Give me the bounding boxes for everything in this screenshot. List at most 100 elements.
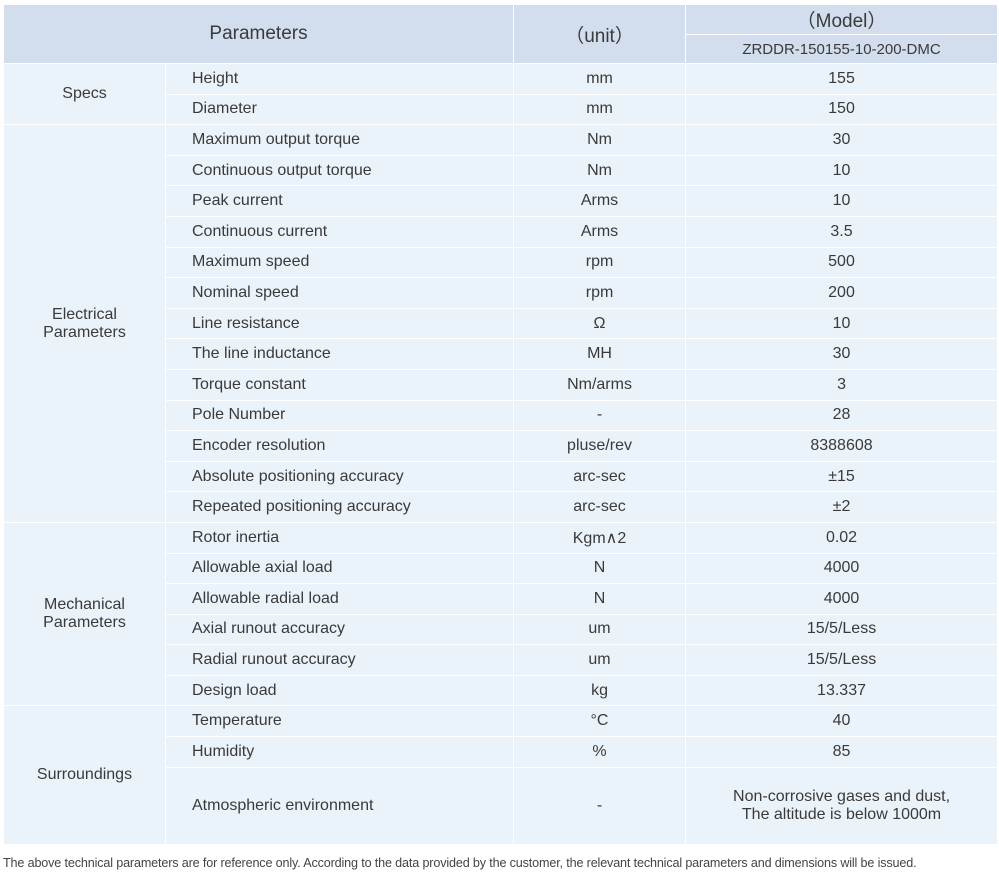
parameter-cell: Design load [164, 674, 515, 707]
parameter-cell: Maximum output torque [164, 124, 515, 156]
header-cell: （Model） [685, 4, 999, 35]
table-row: Peak current Arms 10 [4, 185, 999, 217]
parameter-cell: Peak current [164, 185, 515, 217]
unit-cell: mm [513, 93, 687, 126]
group-cell: Mechanical Parameters [3, 521, 166, 707]
parameter-cell: Allowable axial load [164, 552, 515, 585]
parameter-cell: Maximum speed [164, 246, 515, 279]
value-cell: 15/5/Less [685, 644, 999, 676]
unit-cell: arc-sec [513, 491, 687, 523]
value-cell: 0.02 [685, 521, 999, 554]
parameter-cell: Absolute positioning accuracy [164, 460, 515, 493]
parameter-cell: Temperature [164, 705, 515, 738]
value-cell: ±2 [685, 491, 999, 523]
table-row: Humidity% 85 [4, 736, 999, 768]
table-row: Absolute positioning accuracy arc-sec ±15 [4, 460, 999, 493]
parameter-cell: Nominal speed [164, 277, 515, 309]
value-cell: 8388608 [685, 430, 999, 462]
value-cell: 200 [685, 277, 999, 309]
value-cell: 10 [685, 154, 999, 187]
table-row: Allowable radial load N 4000 [4, 583, 999, 615]
table-row: Line resistance Ω 10 [4, 307, 999, 340]
table-row: Repeated positioning accuracy arc-sec ±2 [4, 491, 999, 523]
unit-cell: mm [513, 63, 687, 95]
table-row: Encoder resolution pluse/rev 8388608 [4, 430, 999, 462]
table-row: Electrical Parameters Maximum output torq… [3, 124, 999, 523]
table-row: Nominal speed rpm 200 [4, 277, 999, 309]
table-row: Continuous output torque Nm 10 [4, 154, 999, 187]
unit-cell: rpm [513, 246, 687, 279]
table-row: Torque constant Nm/arms 3 [4, 368, 999, 401]
value-cell: 85 [685, 736, 999, 768]
value-cell: 3 [685, 368, 999, 401]
table-row: The line inductance MH 30 [4, 338, 999, 370]
parameter-cell: Rotor inertia [164, 521, 515, 554]
unit-cell: °C [513, 705, 687, 738]
table-body: Specs Height mm 155 Diameter mm 150 Electrical … [3, 62, 999, 845]
parameter-cell: Continuous current [164, 215, 515, 248]
unit-cell: arc-sec [513, 460, 687, 493]
header-cell: ZRDDR-150155-10-200-DMC [685, 34, 999, 64]
group-cell: Specs [3, 62, 166, 126]
parameter-cell: Repeated positioning accuracy [164, 491, 515, 523]
unit-cell: N [513, 583, 687, 615]
value-cell: 155 [685, 63, 999, 95]
unit-cell: Nm/arms [513, 368, 687, 401]
table-row: Surroundings Temperature °C 40 [3, 705, 999, 845]
unit-cell: Arms [513, 185, 687, 217]
group-cell: Surroundings [3, 705, 166, 845]
header-cell: （unit） [513, 4, 687, 64]
parameter-cell: Diameter [164, 93, 515, 126]
parameter-cell: Allowable radial load [164, 583, 515, 615]
unit-cell: MH [513, 338, 687, 370]
value-cell: Non-corrosive gases and dust, The altitud… [685, 766, 999, 845]
unit-cell: rpm [513, 277, 687, 309]
unit-cell: Arms [513, 215, 687, 248]
parameter-cell: The line inductance [164, 338, 515, 370]
parameter-cell: Humidity [164, 736, 515, 768]
table-row: Maximum speed rpm 500 [4, 246, 999, 279]
table-row: Allowable axial load N 4000 [4, 552, 999, 585]
spec-table: Parameters （unit） （Model） ZRDDR-150155-10-… [2, 4, 999, 845]
parameter-cell: Continuous output torque [164, 154, 515, 187]
parameter-cell: Torque constant [164, 368, 515, 401]
unit-cell: Nm [513, 124, 687, 156]
table-row: Axial runout accuracy um 15/5/Less [4, 613, 999, 646]
table-header: Parameters （unit） （Model） ZRDDR-150155-10-… [2, 4, 999, 64]
unit-cell: um [513, 613, 687, 646]
table-row: Atmospheric environment - Non-corrosive ga… [4, 766, 999, 845]
value-cell: 3.5 [685, 215, 999, 248]
value-cell: ±15 [685, 460, 999, 493]
table-row: Design load kg 13.337 [4, 674, 999, 707]
parameter-cell: Encoder resolution [164, 430, 515, 462]
value-cell: 40 [685, 705, 999, 738]
parameter-cell: Height [164, 63, 515, 95]
unit-cell: - [513, 766, 687, 845]
value-cell: 10 [685, 307, 999, 340]
unit-cell: Kgm∧2 [513, 521, 687, 554]
value-cell: 30 [685, 338, 999, 370]
value-cell: 30 [685, 124, 999, 156]
unit-cell: Ω [513, 307, 687, 340]
parameter-cell: Atmospheric environment [164, 766, 515, 845]
parameter-cell: Radial runout accuracy [164, 644, 515, 676]
value-line: Non-corrosive gases and dust, [733, 787, 951, 805]
table-row: Radial runout accuracy um 15/5/Less [4, 644, 999, 676]
value-cell: 28 [685, 399, 999, 432]
header-cell: Parameters [2, 4, 515, 64]
value-cell: 10 [685, 185, 999, 217]
unit-cell: kg [513, 674, 687, 707]
value-cell: 15/5/Less [685, 613, 999, 646]
unit-cell: N [513, 552, 687, 585]
unit-cell: Nm [513, 154, 687, 187]
group-cell: Electrical Parameters [3, 124, 166, 523]
unit-cell: - [513, 399, 687, 432]
parameter-cell: Pole Number [164, 399, 515, 432]
unit-cell: % [513, 736, 687, 768]
parameter-cell: Line resistance [164, 307, 515, 340]
parameter-cell: Axial runout accuracy [164, 613, 515, 646]
unit-cell: pluse/rev [513, 430, 687, 462]
value-line: The altitude is below 1000m [741, 805, 942, 823]
table-row: Continuous current Arms 3.5 [4, 215, 999, 248]
